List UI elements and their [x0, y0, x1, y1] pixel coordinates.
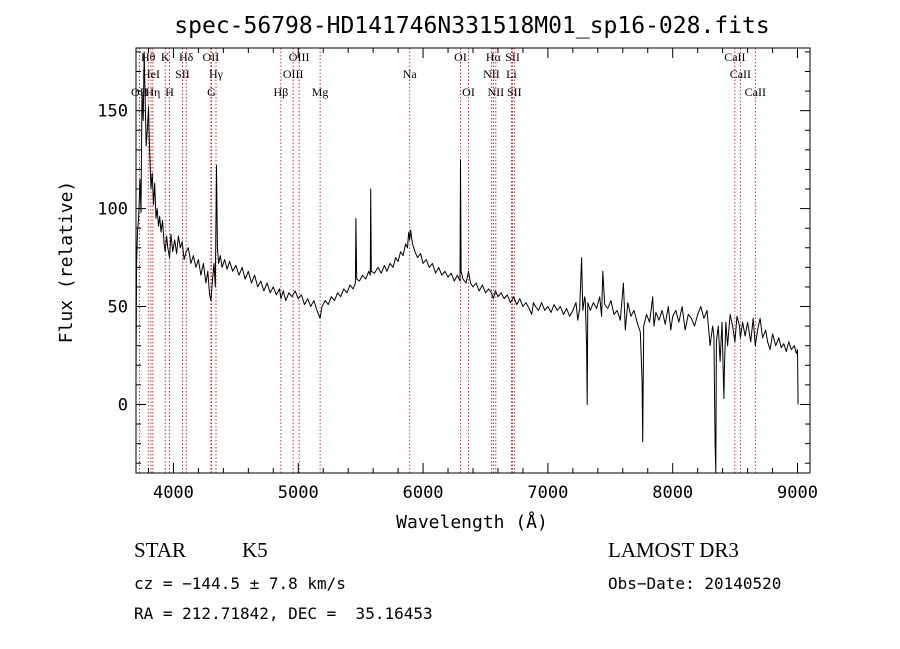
line-marker-label: Li [506, 67, 517, 81]
line-marker-label: SII [507, 85, 522, 99]
line-marker-label: Hα [486, 50, 502, 64]
y-tick-label: 100 [97, 200, 128, 220]
line-marker-label: Hδ [179, 50, 194, 64]
flux-line [135, 51, 799, 474]
line-marker-label: CaII [730, 67, 751, 81]
x-axis-label: Wavelength (Å) [396, 511, 548, 533]
x-tick-label: 7000 [527, 483, 568, 503]
y-tick-label: 0 [118, 395, 128, 415]
coordinates: RA = 212.71842, DEC = 35.16453 [134, 604, 433, 623]
line-marker-label: Mg [312, 85, 329, 99]
line-marker-label: Hγ [209, 67, 224, 81]
line-marker-label: OIII [283, 67, 304, 81]
line-marker-label: OIII [289, 50, 310, 64]
line-marker-label: OI [454, 50, 467, 64]
line-marker-label: NII [488, 85, 505, 99]
x-tick-label: 5000 [278, 483, 319, 503]
redshift-value: cz = −144.5 ± 7.8 km/s [134, 574, 346, 593]
x-tick-label: 9000 [777, 483, 818, 503]
line-marker-label: Na [403, 67, 418, 81]
chart-title: spec-56798-HD141746N331518M01_sp16-028.f… [174, 13, 769, 39]
line-marker-label: CaII [745, 85, 766, 99]
x-tick-label: 4000 [153, 483, 194, 503]
y-tick-label: 50 [108, 298, 128, 318]
line-marker-label: H [165, 85, 174, 99]
line-marker-label: NII [483, 67, 500, 81]
line-marker-label: CaII [724, 50, 745, 64]
line-marker-label: Hη [145, 85, 160, 99]
y-tick-label: 150 [97, 102, 128, 122]
observation-date: Obs−Date: 20140520 [608, 574, 782, 593]
line-marker-label: SII [175, 67, 190, 81]
y-axis-label: Flux (relative) [56, 181, 77, 344]
line-marker-label: K [161, 50, 170, 64]
object-type: STAR [134, 538, 186, 562]
flux-series [135, 51, 799, 474]
plot-frame [135, 47, 811, 474]
line-marker-label: Hβ [274, 85, 289, 99]
line-marker-label: SII [505, 50, 520, 64]
line-marker-label: OI [462, 85, 475, 99]
x-tick-label: 6000 [403, 483, 444, 503]
line-marker-label: HeI [142, 67, 160, 81]
line-marker-label: G [207, 85, 216, 99]
x-tick-label: 8000 [652, 483, 693, 503]
spectral-class: K5 [242, 538, 268, 562]
survey-name: LAMOST DR3 [608, 538, 739, 562]
axes: 4000 5000 6000 7000 8000 9000 0 50 100 150 [97, 47, 818, 503]
line-marker-label: OII [203, 50, 220, 64]
